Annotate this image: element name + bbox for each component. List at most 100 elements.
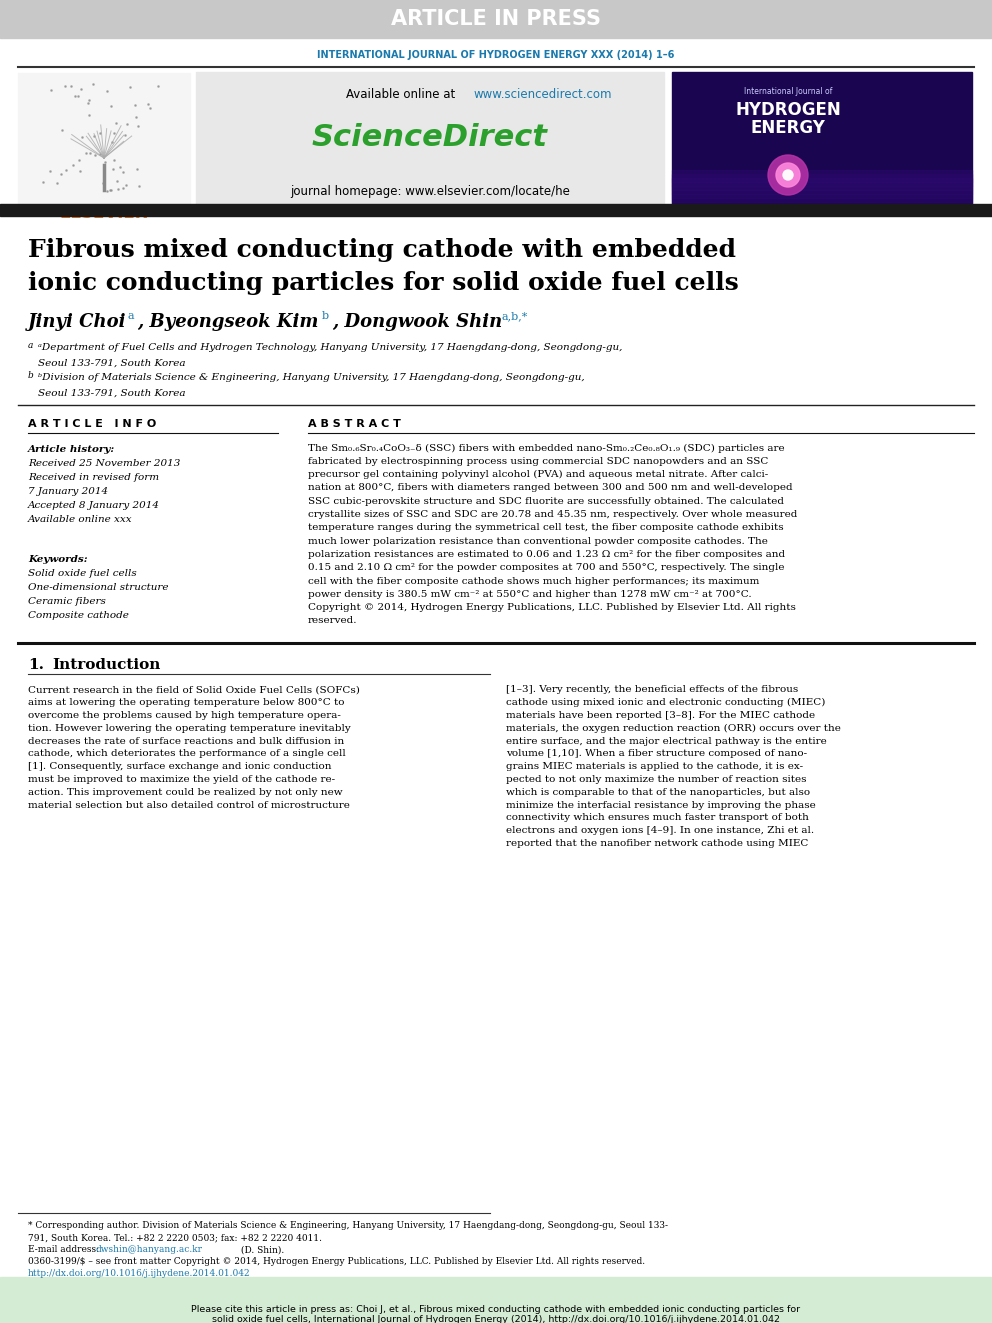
Text: ScienceDirect: ScienceDirect [312, 123, 548, 152]
Text: Article history:: Article history: [28, 446, 115, 455]
Text: (D. Shin).: (D. Shin). [238, 1245, 285, 1254]
Text: [1–3]. Very recently, the beneficial effects of the fibrous: [1–3]. Very recently, the beneficial eff… [506, 685, 799, 695]
Text: precursor gel containing polyvinyl alcohol (PVA) and aqueous metal nitrate. Afte: precursor gel containing polyvinyl alcoh… [308, 470, 768, 479]
Text: Seoul 133-791, South Korea: Seoul 133-791, South Korea [38, 359, 186, 368]
Text: 0.15 and 2.10 Ω cm² for the powder composites at 700 and 550°C, respectively. Th: 0.15 and 2.10 Ω cm² for the powder compo… [308, 564, 785, 573]
Text: International Journal of: International Journal of [744, 87, 832, 97]
Text: action. This improvement could be realized by not only new: action. This improvement could be realiz… [28, 789, 342, 796]
Text: polarization resistances are estimated to 0.06 and 1.23 Ω cm² for the fiber comp: polarization resistances are estimated t… [308, 550, 785, 558]
Text: entire surface, and the major electrical pathway is the entire: entire surface, and the major electrical… [506, 737, 826, 746]
Text: http://dx.doi.org/10.1016/j.ijhydene.2014.01.042: http://dx.doi.org/10.1016/j.ijhydene.201… [28, 1270, 251, 1278]
Text: ionic conducting particles for solid oxide fuel cells: ionic conducting particles for solid oxi… [28, 271, 739, 295]
Circle shape [768, 155, 808, 194]
Text: cell with the fiber composite cathode shows much higher performances; its maximu: cell with the fiber composite cathode sh… [308, 577, 759, 586]
Circle shape [783, 169, 793, 180]
Text: Received 25 November 2013: Received 25 November 2013 [28, 459, 181, 468]
Text: connectivity which ensures much faster transport of both: connectivity which ensures much faster t… [506, 814, 808, 823]
Text: pected to not only maximize the number of reaction sites: pected to not only maximize the number o… [506, 775, 806, 785]
Text: a: a [28, 340, 34, 349]
Text: ᵇDivision of Materials Science & Engineering, Hanyang University, 17 Haengdang-d: ᵇDivision of Materials Science & Enginee… [38, 373, 584, 382]
Text: SSC cubic-perovskite structure and SDC fluorite are successfully obtained. The c: SSC cubic-perovskite structure and SDC f… [308, 496, 784, 505]
Text: a: a [128, 311, 135, 321]
Text: much lower polarization resistance than conventional powder composite cathodes. : much lower polarization resistance than … [308, 537, 768, 545]
Text: grains MIEC materials is applied to the cathode, it is ex-: grains MIEC materials is applied to the … [506, 762, 804, 771]
Text: journal homepage: www.elsevier.com/locate/he: journal homepage: www.elsevier.com/locat… [290, 185, 570, 198]
Text: Seoul 133-791, South Korea: Seoul 133-791, South Korea [38, 389, 186, 397]
Text: A B S T R A C T: A B S T R A C T [308, 419, 401, 429]
Text: [1]. Consequently, surface exchange and ionic conduction: [1]. Consequently, surface exchange and … [28, 762, 331, 771]
Text: HYDROGEN: HYDROGEN [735, 101, 841, 119]
Text: One-dimensional structure: One-dimensional structure [28, 583, 169, 593]
Text: a,b,*: a,b,* [502, 311, 529, 321]
Text: ARTICLE IN PRESS: ARTICLE IN PRESS [391, 9, 601, 29]
Text: ELSEVIER: ELSEVIER [60, 204, 148, 222]
Text: www.sciencedirect.com: www.sciencedirect.com [474, 87, 612, 101]
Bar [0, 0, 992, 38]
Bar [672, 191, 972, 202]
Text: INTERNATIONAL JOURNAL OF HYDROGEN ENERGY XXX (2014) 1–6: INTERNATIONAL JOURNAL OF HYDROGEN ENERGY… [317, 50, 675, 60]
Bar [672, 175, 972, 187]
Text: crystallite sizes of SSC and SDC are 20.78 and 45.35 nm, respectively. Over whol: crystallite sizes of SSC and SDC are 20.… [308, 509, 798, 519]
Text: * Corresponding author. Division of Materials Science & Engineering, Hanyang Uni: * Corresponding author. Division of Mate… [28, 1221, 668, 1230]
Text: Composite cathode: Composite cathode [28, 611, 129, 620]
Text: ENERGY: ENERGY [751, 119, 825, 138]
Bar [18, 73, 190, 205]
Text: materials have been reported [3–8]. For the MIEC cathode: materials have been reported [3–8]. For … [506, 710, 815, 720]
Text: materials, the oxygen reduction reaction (ORR) occurs over the: materials, the oxygen reduction reaction… [506, 724, 841, 733]
Text: nation at 800°C, fibers with diameters ranged between 300 and 500 nm and well-de: nation at 800°C, fibers with diameters r… [308, 483, 793, 492]
Text: temperature ranges during the symmetrical cell test, the fiber composite cathode: temperature ranges during the symmetrica… [308, 524, 784, 532]
Bar [672, 187, 972, 198]
Text: 1.: 1. [28, 658, 44, 672]
Circle shape [776, 163, 800, 187]
Text: must be improved to maximize the yield of the cathode re-: must be improved to maximize the yield o… [28, 775, 335, 785]
Text: volume [1,10]. When a fiber structure composed of nano-: volume [1,10]. When a fiber structure co… [506, 750, 807, 758]
Text: , Dongwook Shin: , Dongwook Shin [332, 314, 502, 331]
Text: Please cite this article in press as: Choi J, et al., Fibrous mixed conducting c: Please cite this article in press as: Ch… [191, 1304, 801, 1314]
Text: cathode, which deteriorates the performance of a single cell: cathode, which deteriorates the performa… [28, 750, 346, 758]
Text: Keywords:: Keywords: [28, 556, 87, 565]
Bar [196, 71, 664, 210]
Text: , Byeongseok Kim: , Byeongseok Kim [137, 314, 318, 331]
Text: overcome the problems caused by high temperature opera-: overcome the problems caused by high tem… [28, 710, 341, 720]
Text: decreases the rate of surface reactions and bulk diffusion in: decreases the rate of surface reactions … [28, 737, 344, 746]
Text: b: b [28, 370, 34, 380]
Text: The Sm₀.₆Sr₀.₄CoO₃₋δ (SSC) fibers with embedded nano-Sm₀.₂Ce₀.₈O₁.₉ (SDC) partic: The Sm₀.₆Sr₀.₄CoO₃₋δ (SSC) fibers with e… [308, 443, 785, 452]
Bar [672, 198, 972, 210]
Text: dwshin@hanyang.ac.kr: dwshin@hanyang.ac.kr [95, 1245, 202, 1254]
Text: minimize the interfacial resistance by improving the phase: minimize the interfacial resistance by i… [506, 800, 815, 810]
Text: Ceramic fibers: Ceramic fibers [28, 598, 106, 606]
Bar [672, 179, 972, 191]
Text: Received in revised form: Received in revised form [28, 474, 159, 483]
Text: Fibrous mixed conducting cathode with embedded: Fibrous mixed conducting cathode with em… [28, 238, 736, 262]
Text: Solid oxide fuel cells: Solid oxide fuel cells [28, 569, 137, 578]
Text: 0360-3199/$ – see front matter Copyright © 2014, Hydrogen Energy Publications, L: 0360-3199/$ – see front matter Copyright… [28, 1257, 645, 1266]
Bar [672, 194, 972, 206]
Text: material selection but also detailed control of microstructure: material selection but also detailed con… [28, 800, 350, 810]
Text: which is comparable to that of the nanoparticles, but also: which is comparable to that of the nanop… [506, 789, 810, 796]
Text: aims at lowering the operating temperature below 800°C to: aims at lowering the operating temperatu… [28, 699, 344, 708]
Bar [0, 1277, 992, 1323]
Text: Jinyi Choi: Jinyi Choi [28, 314, 127, 331]
Text: tion. However lowering the operating temperature inevitably: tion. However lowering the operating tem… [28, 724, 351, 733]
Text: b: b [322, 311, 329, 321]
Text: Copyright © 2014, Hydrogen Energy Publications, LLC. Published by Elsevier Ltd. : Copyright © 2014, Hydrogen Energy Public… [308, 603, 796, 613]
Text: Available online at: Available online at [346, 87, 459, 101]
Text: Current research in the field of Solid Oxide Fuel Cells (SOFCs): Current research in the field of Solid O… [28, 685, 360, 695]
Bar [672, 71, 972, 210]
Text: reserved.: reserved. [308, 617, 357, 626]
Text: 7 January 2014: 7 January 2014 [28, 487, 108, 496]
Text: 791, South Korea. Tel.: +82 2 2220 0503; fax: +82 2 2220 4011.: 791, South Korea. Tel.: +82 2 2220 0503;… [28, 1233, 322, 1242]
Text: solid oxide fuel cells, International Journal of Hydrogen Energy (2014), http://: solid oxide fuel cells, International Jo… [212, 1315, 780, 1323]
Text: Introduction: Introduction [52, 658, 161, 672]
Text: ᵃDepartment of Fuel Cells and Hydrogen Technology, Hanyang University, 17 Haengd: ᵃDepartment of Fuel Cells and Hydrogen T… [38, 344, 622, 352]
Text: A R T I C L E   I N F O: A R T I C L E I N F O [28, 419, 157, 429]
Text: reported that the nanofiber network cathode using MIEC: reported that the nanofiber network cath… [506, 839, 808, 848]
Bar [672, 183, 972, 194]
Text: fabricated by electrospinning process using commercial SDC nanopowders and an SS: fabricated by electrospinning process us… [308, 456, 769, 466]
Text: Available online xxx: Available online xxx [28, 516, 133, 524]
Text: E-mail address:: E-mail address: [28, 1245, 102, 1254]
Text: electrons and oxygen ions [4–9]. In one instance, Zhi et al.: electrons and oxygen ions [4–9]. In one … [506, 827, 814, 835]
Text: cathode using mixed ionic and electronic conducting (MIEC): cathode using mixed ionic and electronic… [506, 699, 825, 708]
Bar [672, 169, 972, 183]
Text: power density is 380.5 mW cm⁻² at 550°C and higher than 1278 mW cm⁻² at 700°C.: power density is 380.5 mW cm⁻² at 550°C … [308, 590, 752, 599]
